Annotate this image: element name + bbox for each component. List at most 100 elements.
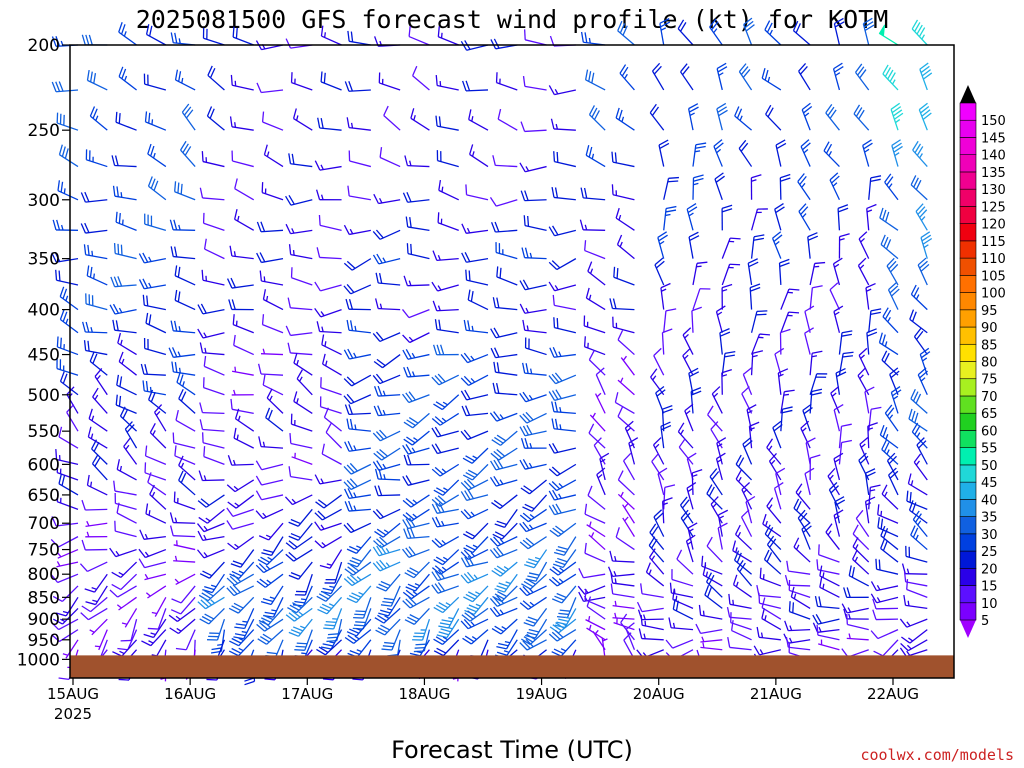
wind-barb [792, 20, 811, 46]
wind-barb [584, 69, 606, 91]
wind-barb [636, 601, 664, 613]
wind-barb [405, 216, 430, 231]
wind-barb [288, 244, 313, 260]
wind-barb [260, 348, 284, 356]
wind-barb [123, 437, 138, 465]
wind-barb [147, 608, 167, 630]
wind-barb [433, 629, 460, 646]
wind-barb [258, 436, 284, 449]
wind-barb [612, 600, 635, 610]
wind-barb [174, 445, 196, 465]
wind-barb [406, 243, 430, 260]
wind-barb [86, 265, 108, 286]
wind-barb [463, 585, 489, 603]
wind-barb [343, 258, 372, 271]
wind-barb [79, 561, 108, 573]
colorbar-swatch [959, 516, 977, 535]
wind-barb [622, 452, 635, 481]
wind-barb [802, 403, 813, 432]
wind-barb [431, 443, 459, 455]
wind-barb [648, 548, 665, 575]
wind-barb [912, 140, 928, 167]
wind-barb [918, 102, 932, 131]
y-tick-label: 450 [28, 346, 60, 366]
wind-barb [825, 523, 840, 550]
wind-barb [496, 266, 518, 286]
colorbar-swatch [959, 292, 977, 311]
wind-barb [231, 150, 254, 168]
wind-barb [461, 252, 489, 263]
wind-barb [288, 466, 313, 481]
wind-barb [230, 74, 254, 91]
wind-barb [403, 275, 430, 287]
wind-barb [580, 187, 606, 201]
colorbar-tick-label: 80 [981, 356, 998, 371]
wind-barb [852, 549, 870, 575]
wind-barb [83, 340, 108, 356]
wind-barb [433, 596, 460, 614]
wind-barb [578, 568, 606, 579]
wind-barb [344, 80, 371, 92]
wind-barb [780, 288, 800, 310]
wind-barb [677, 422, 694, 449]
wind-barb [285, 325, 313, 337]
wind-barb [585, 287, 606, 311]
wind-barb [908, 500, 928, 524]
wind-barb [80, 222, 108, 234]
wind-barb [833, 305, 844, 333]
wind-barb [404, 607, 430, 625]
wind-barb [873, 639, 899, 657]
wind-barb [199, 342, 225, 356]
wind-barb [658, 139, 670, 167]
plot-frame [69, 44, 955, 679]
wind-barb [818, 639, 840, 651]
wind-barb [374, 468, 401, 481]
wind-barb [578, 591, 606, 603]
wind-barb [468, 109, 489, 131]
wind-barb [403, 412, 430, 429]
wind-barb [489, 595, 518, 607]
wind-barb [168, 347, 196, 358]
wind-barb [585, 615, 606, 631]
wind-barb [521, 573, 548, 590]
wind-barb [380, 585, 401, 607]
wind-barb [323, 608, 343, 630]
wind-barb [199, 419, 225, 432]
wind-barb [285, 194, 313, 206]
wind-barb [262, 374, 284, 396]
wind-barb [548, 629, 577, 642]
x-tick-label: 21AUG [750, 685, 802, 703]
wind-barb [548, 442, 577, 454]
wind-barb [762, 513, 782, 538]
wind-barb [256, 252, 284, 264]
wind-barb [437, 26, 459, 46]
wind-barb [228, 299, 254, 311]
wind-barb [319, 549, 343, 569]
wind-barb [290, 413, 313, 432]
wind-barb [260, 585, 284, 606]
wind-barb [285, 223, 313, 235]
wind-barb [86, 474, 108, 496]
wind-barb [94, 629, 108, 651]
wind-barb [553, 317, 577, 334]
wind-barb [866, 203, 877, 231]
wind-barb [764, 20, 782, 46]
wind-barb [431, 516, 459, 528]
colorbar-tick-label: 70 [981, 390, 998, 405]
wind-barb [899, 647, 928, 658]
colorbar-tick-label: 15 [981, 580, 998, 595]
wind-barbs-layer [50, 17, 933, 686]
wind-barb [316, 321, 342, 334]
wind-barb [463, 319, 489, 334]
wind-barb [490, 38, 518, 50]
wind-barb [56, 491, 79, 510]
wind-barb [609, 298, 635, 311]
wind-barb [742, 367, 753, 396]
wind-barb [551, 639, 577, 657]
wind-barb [659, 18, 671, 46]
wind-barb [736, 560, 753, 587]
wind-barb [919, 62, 933, 91]
wind-barb [290, 72, 313, 91]
wind-barb [819, 565, 840, 587]
x-axis-year: 2025 [54, 705, 92, 723]
